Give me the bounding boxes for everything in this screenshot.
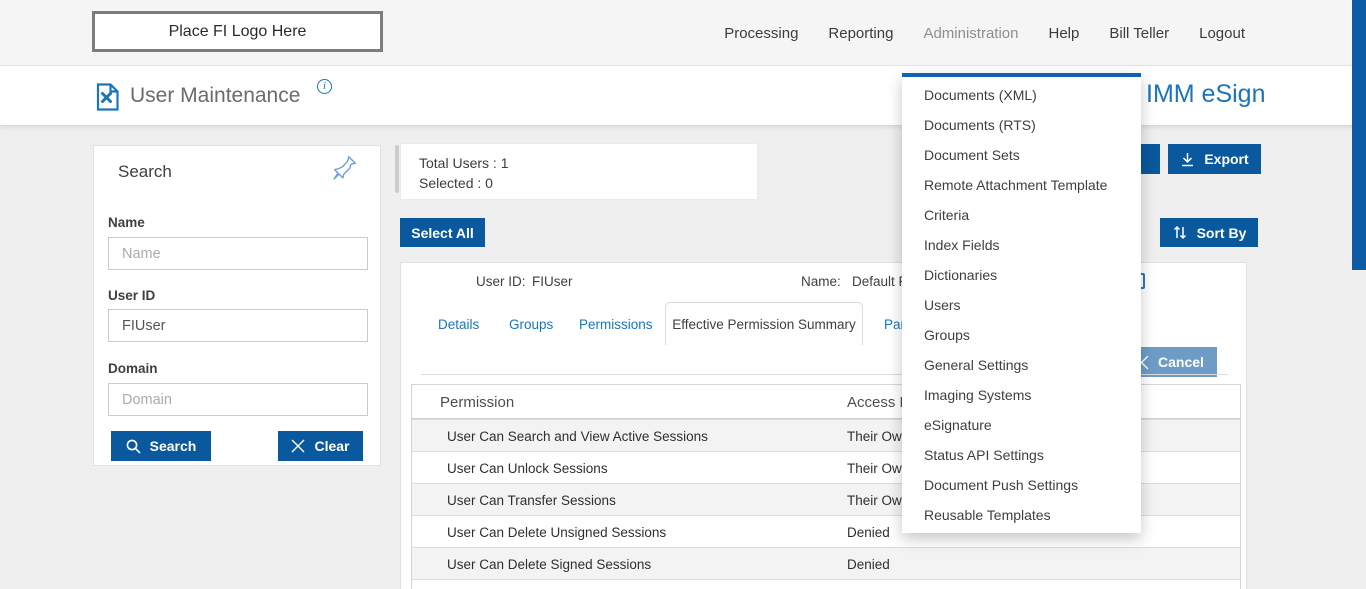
menu-item-documents-rts[interactable]: Documents (RTS)	[924, 117, 1036, 133]
table-row: User Can Archive Sessions Their Own Sess…	[412, 579, 1240, 589]
main-nav: Processing Reporting Administration Help…	[724, 0, 1245, 66]
menu-item-general-settings[interactable]: General Settings	[924, 357, 1029, 373]
summary-box: Total Users : 1 Selected : 0	[400, 143, 758, 200]
tab-permissions[interactable]: Permissions	[579, 317, 653, 332]
user-list-scrollbar[interactable]	[395, 145, 399, 193]
permission-cell: User Can Search and View Active Sessions	[447, 429, 708, 444]
scrollbar-thumb[interactable]	[1352, 0, 1366, 270]
selected-text: Selected : 0	[419, 175, 493, 191]
tab-groups[interactable]: Groups	[509, 317, 554, 332]
menu-item-imaging-systems[interactable]: Imaging Systems	[924, 387, 1032, 403]
permission-column-header: Permission	[440, 394, 515, 411]
tab-details[interactable]: Details	[438, 317, 480, 332]
total-users-text: Total Users : 1	[419, 155, 509, 171]
user-id-label: User ID	[108, 288, 156, 303]
nav-item-processing[interactable]: Processing	[724, 24, 799, 42]
select-all-button[interactable]: Select All	[400, 218, 485, 247]
access-cell: Denied	[847, 525, 890, 540]
page-header: User Maintenance i IMM eSign	[0, 66, 1366, 126]
name-field-label: Name:	[801, 274, 841, 289]
nav-item-help[interactable]: Help	[1048, 24, 1080, 42]
sort-icon	[1173, 225, 1186, 240]
table-row: User Can Delete Signed Sessions Denied	[412, 547, 1240, 579]
name-label: Name	[108, 215, 145, 230]
search-icon	[126, 439, 141, 454]
pin-icon[interactable]	[332, 154, 358, 185]
menu-item-status-api-settings[interactable]: Status API Settings	[924, 447, 1044, 463]
menu-item-reusable-templates[interactable]: Reusable Templates	[924, 507, 1051, 523]
domain-label: Domain	[108, 361, 158, 376]
info-icon[interactable]: i	[317, 79, 332, 94]
menu-item-groups[interactable]: Groups	[924, 327, 970, 343]
menu-item-document-push-settings[interactable]: Document Push Settings	[924, 477, 1079, 493]
user-id-field-label: User ID:	[476, 274, 526, 289]
export-button[interactable]: Export	[1168, 144, 1261, 174]
menu-item-remote-attachment-template[interactable]: Remote Attachment Template	[924, 177, 1108, 193]
top-bar: Place FI Logo Here Processing Reporting …	[0, 0, 1366, 66]
menu-item-document-sets[interactable]: Document Sets	[924, 147, 1020, 163]
nav-item-user[interactable]: Bill Teller	[1109, 24, 1170, 42]
menu-item-index-fields[interactable]: Index Fields	[924, 237, 1000, 253]
menu-item-documents-xml[interactable]: Documents (XML)	[924, 87, 1037, 103]
user-maintenance-icon	[96, 83, 119, 116]
brand-text: IMM eSign	[1146, 80, 1266, 108]
download-icon	[1182, 152, 1194, 166]
sort-by-button[interactable]: Sort By	[1160, 218, 1258, 247]
page-title: User Maintenance	[130, 84, 301, 107]
search-panel-title: Search	[118, 162, 172, 181]
permission-cell: User Can Transfer Sessions	[447, 493, 616, 508]
divider	[421, 374, 1228, 375]
user-id-input[interactable]	[108, 309, 368, 342]
clear-button[interactable]: Clear	[278, 431, 363, 461]
menu-item-users[interactable]: Users	[924, 297, 961, 313]
scrollbar-track[interactable]	[1352, 0, 1366, 589]
access-cell: Denied	[847, 557, 890, 572]
search-button[interactable]: Search	[111, 431, 211, 461]
permission-cell: User Can Delete Signed Sessions	[447, 557, 652, 572]
nav-item-reporting[interactable]: Reporting	[828, 24, 894, 42]
search-panel: Search Name User ID Domain Search Clear	[93, 145, 381, 466]
user-id-value: FIUser	[532, 274, 573, 289]
permission-cell: User Can Unlock Sessions	[447, 461, 608, 476]
name-input[interactable]	[108, 237, 368, 270]
domain-input[interactable]	[108, 383, 368, 416]
permission-cell: User Can Delete Unsigned Sessions	[447, 525, 667, 540]
nav-item-administration[interactable]: Administration	[923, 24, 1019, 42]
fi-logo-placeholder: Place FI Logo Here	[92, 11, 383, 52]
menu-item-criteria[interactable]: Criteria	[924, 207, 970, 223]
nav-item-logout[interactable]: Logout	[1199, 24, 1245, 42]
menu-item-esignature[interactable]: eSignature	[924, 417, 992, 433]
x-icon	[291, 439, 305, 453]
menu-item-dictionaries[interactable]: Dictionaries	[924, 267, 998, 283]
table-row: User Can Delete Unsigned Sessions Denied	[412, 515, 1240, 547]
administration-dropdown-menu: Documents (XML) Documents (RTS) Document…	[902, 73, 1141, 533]
tab-effective-permission-summary[interactable]: Effective Permission Summary	[665, 302, 863, 345]
